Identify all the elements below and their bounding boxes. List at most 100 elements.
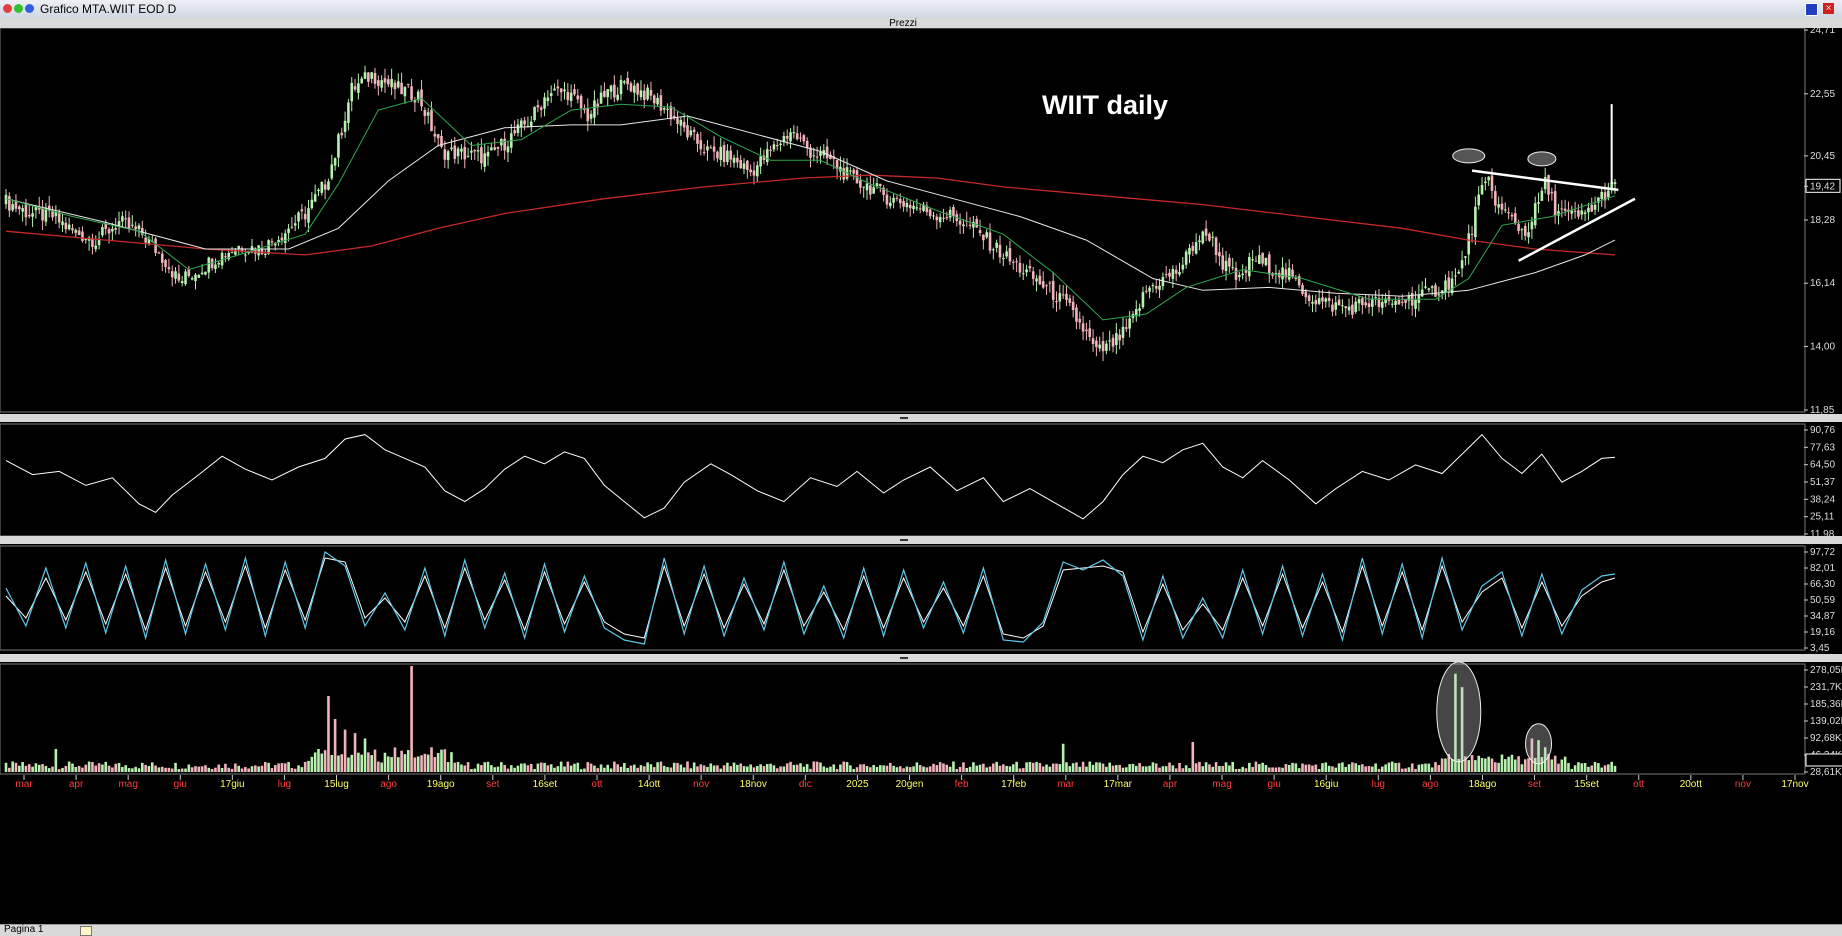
candle-body [47, 205, 51, 211]
candle-body [802, 135, 806, 142]
volume-bar [473, 768, 477, 772]
volume-bar [1480, 757, 1484, 772]
candle-body [486, 151, 490, 157]
volume-bar [283, 763, 287, 772]
candle-body [77, 230, 81, 236]
volume-bar [869, 767, 872, 772]
volume-bar [140, 762, 144, 772]
volume-bar [795, 764, 799, 772]
app-icon-blue [25, 4, 34, 13]
candle-body [1367, 303, 1371, 308]
volume-bar [928, 766, 932, 772]
volume-bar [413, 757, 417, 772]
candle-body [1228, 257, 1231, 267]
candle-body [317, 189, 320, 191]
candle-body [27, 214, 31, 217]
volume-bar [104, 761, 108, 772]
candle-body [450, 147, 453, 150]
candle-body [1101, 341, 1105, 352]
candle-body [1254, 260, 1258, 262]
candle-body [1460, 260, 1464, 269]
price-tick-label: 22,55 [1810, 89, 1835, 100]
sheet-tab-label[interactable]: Pagina 1 [4, 924, 44, 935]
volume-bar [689, 768, 693, 772]
volume-bar [260, 765, 264, 772]
candle-body [433, 133, 437, 137]
candle-body [749, 169, 752, 173]
candle-body [945, 217, 949, 219]
candle-body [962, 224, 965, 227]
candle-body [131, 224, 134, 226]
volume-bar [995, 761, 998, 772]
volume-bar [1234, 768, 1238, 772]
volume-bar [912, 766, 915, 772]
volume-bar [639, 765, 643, 772]
volume-bar [1341, 762, 1344, 772]
volume-bar [1354, 763, 1357, 772]
candle-body [1148, 287, 1151, 292]
volume-bar [1294, 763, 1298, 772]
candle-body [593, 100, 596, 118]
candle-body [905, 203, 909, 208]
x-tick-label: 15lug [324, 779, 348, 790]
candle-body [1161, 277, 1165, 287]
candle-body [1078, 318, 1082, 323]
candle-body [633, 85, 636, 93]
candle-body [114, 228, 118, 230]
volume-bar [1397, 762, 1401, 772]
volume-bar [1364, 766, 1367, 772]
volume-bar [1590, 765, 1594, 772]
volume-bar [1400, 768, 1404, 772]
candle-body [1434, 285, 1437, 297]
volume-bar [1211, 766, 1215, 772]
close-icon[interactable]: × [1823, 3, 1834, 14]
candle-body [563, 89, 566, 92]
volume-bar [317, 748, 320, 772]
volume-bar [543, 762, 546, 772]
restore-icon[interactable] [1805, 3, 1818, 16]
volume-bar [303, 761, 307, 772]
volume-bar [1317, 768, 1321, 772]
volume-bar [922, 766, 925, 772]
volume-bar [1224, 762, 1228, 772]
candle-body [1351, 304, 1354, 315]
oscillator-line [5, 433, 1616, 520]
osc-tick-label: 51,37 [1810, 477, 1835, 488]
volume-highlight-ellipse [1436, 661, 1482, 763]
candle-body [490, 147, 493, 151]
volume-bar [446, 762, 450, 772]
volume-bar [1331, 766, 1334, 772]
volume-bar [706, 766, 709, 772]
volume-bar [410, 666, 413, 772]
x-tick-label: 14ott [638, 779, 660, 790]
volume-bar [809, 768, 812, 772]
stock-chart[interactable]: Prezzi 24,71 22,55 20,45 19,42 18,28 16,14 14,0… [0, 18, 1842, 924]
candle-body [1035, 278, 1038, 282]
volume-bar [1580, 763, 1584, 772]
last-volume-box [1805, 753, 1842, 767]
candle-body [1238, 274, 1241, 278]
volume-bar [583, 768, 586, 772]
volume-bar [1417, 764, 1421, 772]
volume-bar [802, 766, 806, 772]
candle-body [952, 206, 955, 216]
candle-body [330, 164, 334, 179]
volume-bar [1307, 764, 1311, 772]
candle-body [859, 180, 862, 188]
candle-body [370, 72, 373, 79]
candle-body [1307, 295, 1311, 301]
volume-bar [1440, 758, 1444, 772]
volume-bar [21, 761, 24, 772]
volume-bar [676, 762, 679, 772]
candle-body [1331, 304, 1334, 312]
volume-bar [805, 764, 809, 772]
x-tick-label: dic [799, 779, 812, 790]
volume-bar [945, 764, 949, 772]
x-tick-label: nov [1735, 779, 1751, 790]
candle-body [244, 254, 247, 256]
candle-body [1138, 308, 1141, 311]
volume-bar [539, 762, 543, 772]
candle-body [403, 87, 407, 97]
candle-body [1267, 254, 1271, 275]
volume-bar [1025, 762, 1028, 772]
